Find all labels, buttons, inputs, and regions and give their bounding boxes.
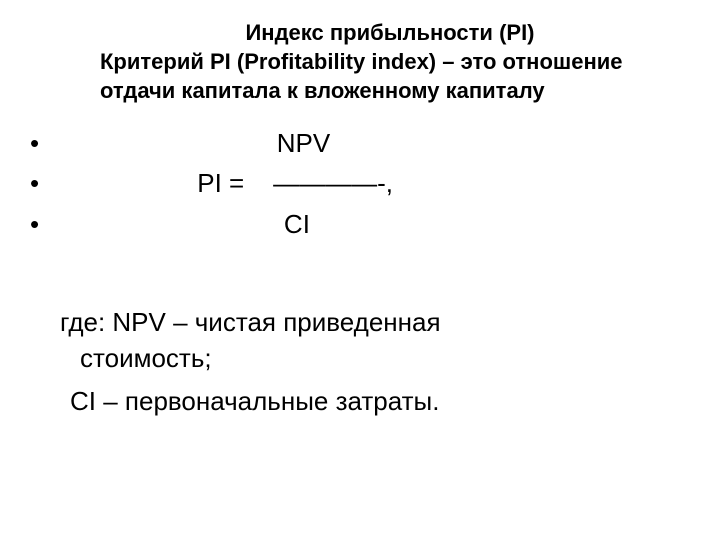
slide-title: Индекс прибыльности (PI): [60, 20, 680, 46]
formula-text: CI: [60, 209, 310, 239]
definition-npv-line2: стоимость;: [60, 340, 680, 376]
formula-list: NPV PI = ————-, CI: [60, 123, 680, 244]
definition-npv: где: NPV – чистая приведенная стоимость;: [60, 304, 680, 377]
title-block: Индекс прибыльности (PI) Критерий PI (Pr…: [60, 20, 680, 105]
formula-line-ci: CI: [60, 204, 680, 244]
definitions-block: где: NPV – чистая приведенная стоимость;…: [60, 304, 680, 419]
definition-npv-line1: где: NPV – чистая приведенная: [60, 304, 680, 340]
formula-line-pi: PI = ————-,: [60, 163, 680, 203]
definition-ci: CI – первоначальные затраты.: [60, 383, 680, 419]
formula-text: PI = ————-,: [60, 168, 393, 198]
slide-subtitle: Критерий PI (Profitability index) – это …: [60, 48, 680, 105]
formula-text: NPV: [60, 128, 330, 158]
formula-line-npv: NPV: [60, 123, 680, 163]
